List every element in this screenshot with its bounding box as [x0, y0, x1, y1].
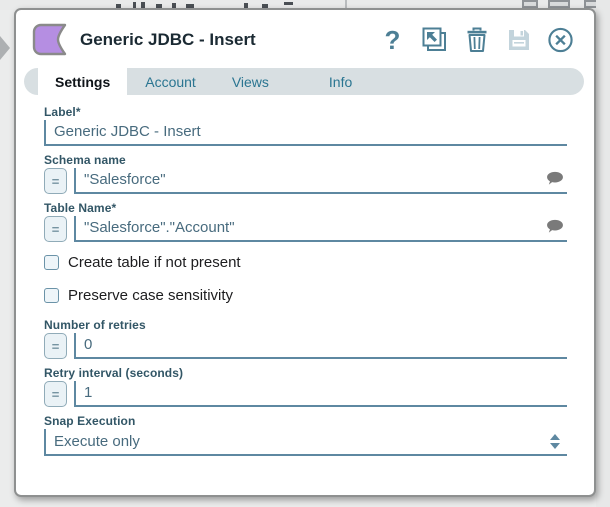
background-icon-fragment — [548, 0, 570, 8]
save-icon — [508, 29, 529, 50]
dialog-title: Generic JDBC - Insert — [80, 29, 256, 49]
background-snap-arrow — [0, 36, 10, 60]
close-button[interactable] — [547, 26, 574, 53]
dialog-header: Generic JDBC - Insert ? — [16, 10, 594, 64]
tab-bar-cap — [24, 68, 38, 95]
retry-interval-caption: Retry interval (seconds) — [44, 366, 184, 380]
delete-button[interactable] — [463, 26, 490, 53]
create-table-label: Create table if not present — [68, 254, 241, 271]
expression-toggle-button[interactable]: = — [44, 216, 67, 242]
trash-icon — [467, 27, 486, 52]
select-spinner-icon — [550, 434, 560, 449]
close-icon — [548, 27, 573, 52]
tab-views[interactable]: Views — [231, 73, 269, 90]
preserve-case-label: Preserve case sensitivity — [68, 287, 234, 304]
snap-settings-dialog: Generic JDBC - Insert ? — [14, 8, 596, 497]
retry-interval-input[interactable] — [76, 381, 567, 405]
tab-bar: Settings Account Views Info — [24, 68, 584, 95]
field-retry-interval: Retry interval (seconds) = — [44, 366, 567, 407]
background-right-edge — [596, 0, 610, 507]
expression-toggle-button[interactable]: = — [44, 333, 67, 359]
field-create-table: Create table if not present — [44, 254, 567, 271]
label-input[interactable] — [46, 120, 567, 144]
settings-form: Label* Schema name = Table Name* — [16, 95, 594, 456]
tab-settings[interactable]: Settings — [38, 68, 128, 95]
schema-name-caption: Schema name — [44, 153, 126, 167]
tab-account[interactable]: Account — [145, 73, 196, 90]
open-in-window-icon — [422, 27, 446, 51]
snap-execution-select[interactable]: Execute only — [44, 429, 567, 456]
table-name-caption: Table Name* — [44, 201, 117, 215]
retries-input[interactable] — [76, 333, 567, 357]
help-button[interactable]: ? — [379, 26, 406, 53]
expression-toggle-button[interactable]: = — [44, 168, 67, 194]
expression-toggle-button[interactable]: = — [44, 381, 67, 407]
field-snap-execution: Snap Execution Execute only — [44, 414, 567, 456]
table-name-input[interactable] — [76, 216, 567, 240]
comment-icon[interactable] — [546, 171, 564, 186]
field-schema-name: Schema name = — [44, 153, 567, 194]
field-retries: Number of retries = — [44, 318, 567, 359]
comment-icon[interactable] — [546, 219, 564, 234]
snap-execution-caption: Snap Execution — [44, 414, 136, 428]
help-icon: ? — [384, 24, 401, 55]
save-button[interactable] — [505, 26, 532, 53]
preserve-case-checkbox[interactable] — [44, 288, 59, 303]
tab-info[interactable]: Info — [328, 73, 353, 90]
schema-name-input[interactable] — [76, 168, 567, 192]
field-label: Label* — [44, 105, 567, 146]
snap-shape-icon — [32, 23, 67, 56]
snap-execution-value: Execute only — [54, 433, 140, 450]
field-preserve-case: Preserve case sensitivity — [44, 287, 567, 304]
background-icon-fragment — [522, 0, 538, 8]
background-page-strip — [0, 0, 610, 10]
field-table-name: Table Name* = — [44, 201, 567, 242]
field-label-caption: Label* — [44, 105, 81, 119]
retries-caption: Number of retries — [44, 318, 146, 332]
create-table-checkbox[interactable] — [44, 255, 59, 270]
expand-button[interactable] — [421, 26, 448, 53]
